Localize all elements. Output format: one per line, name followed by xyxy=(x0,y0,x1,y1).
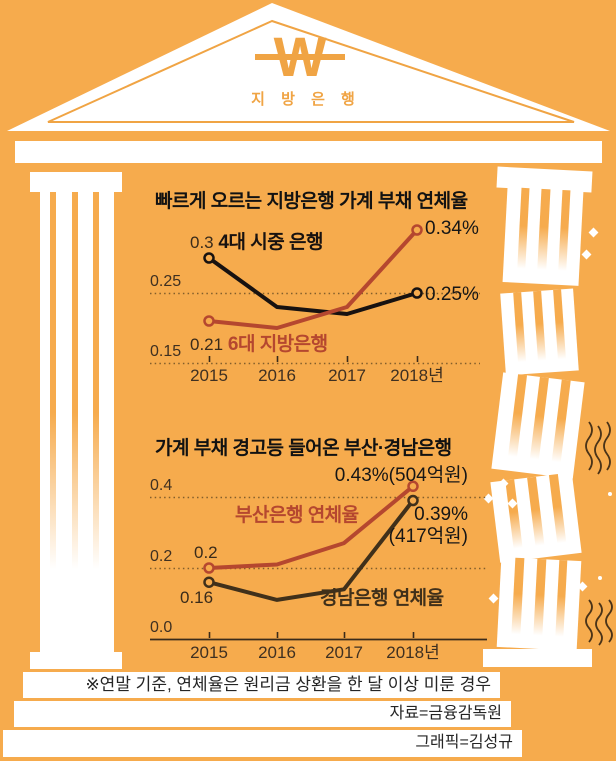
chart-1-title: 빠르게 오르는 지방은행 가계 부채 연체율 xyxy=(155,191,468,212)
series-name: 경남은행 연체율 xyxy=(320,588,444,609)
falling-column-block xyxy=(491,372,585,479)
left-column-base xyxy=(30,652,122,669)
left-column-shaft xyxy=(40,192,114,652)
y-axis-label: 0.25 xyxy=(150,273,182,290)
start-value: 0.21 xyxy=(190,335,224,354)
falling-column-block xyxy=(502,187,584,286)
credit-text: 그래픽=김성규 xyxy=(415,734,513,751)
line-series-1 xyxy=(207,228,419,330)
x-axis-label: 2015 xyxy=(190,366,228,385)
crack-marks-icon xyxy=(585,599,613,646)
footnote-bar: ※연말 기준, 연체율은 원리금 상환을 한 달 이상 미룬 경우 xyxy=(23,672,500,698)
series-name: 부산은행 연체율 xyxy=(235,505,359,526)
data-point-marker xyxy=(407,480,419,493)
right-column-base xyxy=(483,649,592,667)
data-point-marker xyxy=(203,576,215,588)
series-name: 4대 시중 은행 xyxy=(213,232,323,253)
source-bar: 자료=금융감독원 xyxy=(14,701,511,727)
chart-1-plot xyxy=(150,224,480,365)
y-axis-label: 0.15 xyxy=(150,343,182,360)
y-axis-label: 0.0 xyxy=(150,619,173,636)
flute-gap xyxy=(50,192,56,652)
x-axis-label: 2017 xyxy=(325,643,363,662)
series-start-label: 0.2 xyxy=(194,543,218,562)
flute-gap xyxy=(93,192,99,652)
footnote-text: ※연말 기준, 연체율은 원리금 상환을 한 달 이상 미룬 경우 xyxy=(85,675,491,694)
source-text: 자료=금융감독원 xyxy=(389,705,502,722)
chart-1: 0.25 0.15 2015 2016 2017 2018년 0.3 4대 시중 은행 0.2… xyxy=(150,218,482,394)
data-point-marker xyxy=(411,224,423,236)
data-point-marker xyxy=(203,252,215,264)
series-start-label: 0.3 4대 시중 은행 xyxy=(190,232,323,254)
start-value: 0.3 xyxy=(190,233,214,252)
sparkle-dot-icon xyxy=(598,576,602,580)
series-end-label: 0.43%(504억원) xyxy=(334,465,468,486)
crack-marks-icon xyxy=(585,421,611,475)
chart-2: 0.4 0.2 0.0 2015 2016 2017 2018년 0.2 부산은행 연체율 0.4… xyxy=(150,460,490,672)
data-point-marker xyxy=(411,287,423,299)
series-start-label: 0.16 xyxy=(180,588,214,607)
chart-2-plot xyxy=(150,480,487,641)
pediment-triangle xyxy=(7,3,610,131)
won-symbol: W xyxy=(240,28,360,90)
sparkle-icon xyxy=(588,227,599,238)
y-axis-label: 0.2 xyxy=(150,548,173,565)
x-axis-label: 2016 xyxy=(258,643,296,662)
line-series-1 xyxy=(207,498,415,602)
series-start-label: 0.21 6대 지방은행 xyxy=(190,334,328,356)
sparkle-icon xyxy=(581,249,592,260)
x-axis-label: 2018년 xyxy=(386,643,440,662)
x-axis-label: 2017 xyxy=(328,366,366,385)
credit-bar: 그래픽=김성규 xyxy=(3,730,522,757)
line-series-0 xyxy=(207,256,419,316)
flute-gap xyxy=(72,192,78,652)
falling-column-block xyxy=(500,288,579,376)
falling-column-block xyxy=(496,556,582,652)
series-end-label: 0.39% (417억원) xyxy=(388,504,468,547)
data-point-marker xyxy=(203,315,215,327)
data-point-marker xyxy=(407,494,419,507)
series-end-label: 0.25% xyxy=(425,284,479,305)
data-point-marker xyxy=(203,562,215,574)
pediment-inner-line xyxy=(47,19,575,123)
architrave xyxy=(15,141,602,163)
left-column-capital xyxy=(30,172,122,192)
pediment xyxy=(7,3,610,131)
chart-2-title: 가계 부채 경고등 들어온 부산·경남은행 xyxy=(155,438,452,459)
sparkle-icon xyxy=(488,593,499,604)
series-name: 6대 지방은행 xyxy=(223,334,328,355)
line-series-0 xyxy=(207,484,415,570)
x-axis-label: 2018년 xyxy=(390,366,444,385)
pediment-label: 지 방 은 행 xyxy=(251,91,361,108)
sparkle-dot-icon xyxy=(608,492,612,496)
won-crossbar xyxy=(255,54,345,60)
y-axis-label: 0.4 xyxy=(150,477,173,494)
x-axis-label: 2016 xyxy=(258,366,296,385)
x-axis-label: 2015 xyxy=(190,643,228,662)
series-end-label: 0.34% xyxy=(425,218,479,239)
